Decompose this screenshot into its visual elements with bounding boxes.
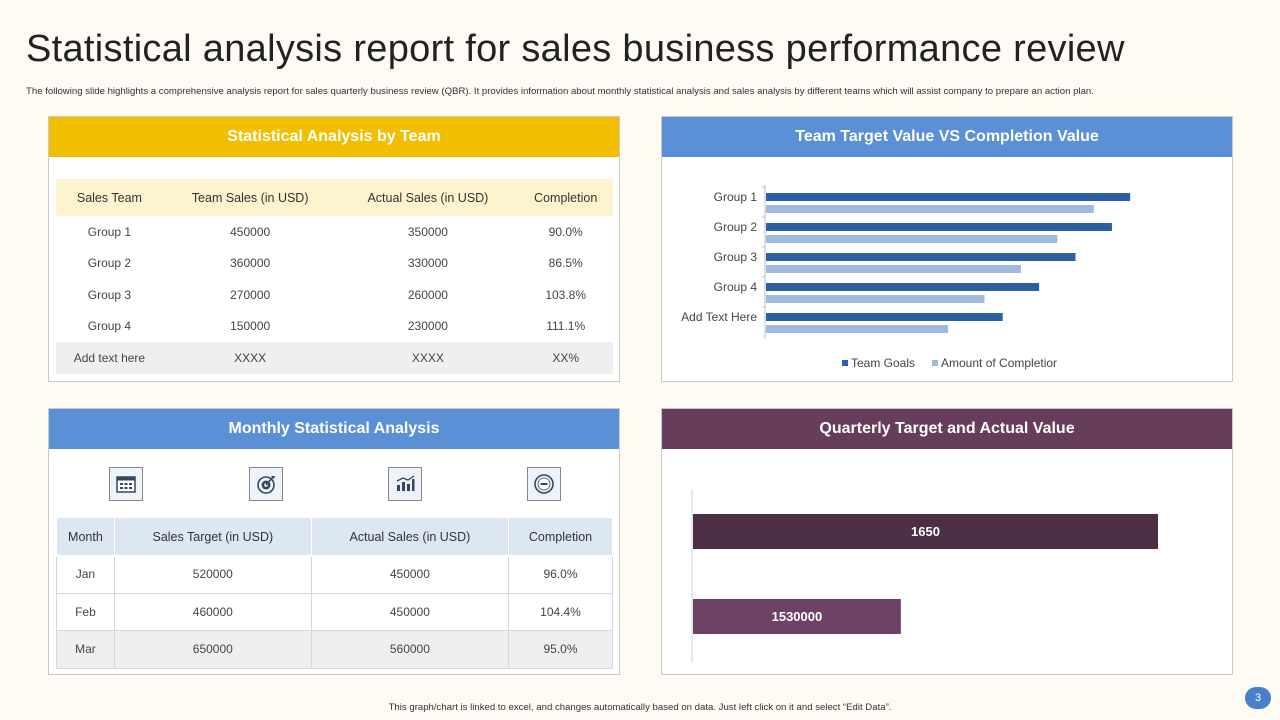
bar-team-goals bbox=[766, 283, 1040, 291]
table-row: Add text here XXXX XXXX XX% bbox=[56, 342, 613, 374]
badge-icon bbox=[527, 467, 561, 501]
table-cell: Mar bbox=[56, 630, 115, 669]
table-cell: 270000 bbox=[230, 287, 271, 302]
team-target-chart[interactable]: Group 1 Group 2 Group 3 Group 4 Add Text Her… bbox=[662, 157, 1232, 381]
table-row: Mar 650000 560000 95.0% bbox=[56, 630, 613, 669]
table-row: Feb 460000 450000 104.4% bbox=[56, 592, 613, 631]
table-cell: 560000 bbox=[310, 630, 510, 669]
quarterly-chart-header: Quarterly Target and Actual Value bbox=[662, 409, 1232, 449]
category-label: Add Text Here bbox=[681, 310, 757, 324]
table-cell: Add text here bbox=[73, 350, 146, 365]
table-cell: 96.0% bbox=[508, 555, 613, 594]
page-subtitle: The following slide highlights a compreh… bbox=[26, 86, 1094, 97]
column-header: Actual Sales (in USD) bbox=[310, 517, 510, 556]
column-header: Month bbox=[56, 517, 115, 556]
table-row: Group 3 270000 260000 103.8% bbox=[56, 279, 613, 311]
table-cell: 360000 bbox=[230, 256, 271, 271]
team-target-chart-header: Team Target Value VS Completion Value bbox=[662, 117, 1232, 157]
monthly-analysis-header: Monthly Statistical Analysis bbox=[49, 409, 619, 449]
table-cell: 260000 bbox=[407, 287, 448, 302]
table-cell: 650000 bbox=[113, 630, 312, 669]
table-cell: 450000 bbox=[310, 592, 510, 631]
table-row: Group 1 450000 350000 90.0% bbox=[56, 216, 613, 248]
bar-completion bbox=[766, 265, 1021, 273]
quarterly-chart-panel: Quarterly Target and Actual Value 1650 15… bbox=[661, 408, 1233, 675]
bar-team-goals bbox=[766, 193, 1131, 201]
bar-completion bbox=[766, 295, 985, 303]
data-label: 1530000 bbox=[772, 609, 823, 624]
table-cell: 450000 bbox=[230, 224, 271, 239]
monthly-analysis-panel: Monthly Statistical Analysis bbox=[48, 408, 620, 675]
bar-completion bbox=[766, 235, 1058, 243]
table-cell: Group 4 bbox=[87, 319, 132, 334]
table-cell: 150000 bbox=[230, 319, 271, 334]
category-label: Group 1 bbox=[714, 190, 758, 204]
data-label: 1650 bbox=[911, 524, 940, 539]
column-header: Completion bbox=[534, 190, 598, 205]
target-icon bbox=[249, 467, 283, 501]
calendar-icon bbox=[109, 467, 143, 501]
bar-team-goals bbox=[766, 313, 1003, 321]
column-header: Completion bbox=[508, 517, 613, 556]
table-cell: 111.1% bbox=[546, 319, 586, 334]
bar-team-goals bbox=[766, 253, 1076, 261]
table-cell: 103.8% bbox=[545, 287, 587, 302]
footnote: This graph/chart is linked to excel, and… bbox=[388, 702, 892, 713]
team-analysis-header: Statistical Analysis by Team bbox=[49, 117, 619, 157]
bar-chart-icon bbox=[388, 467, 422, 501]
table-cell: Group 3 bbox=[87, 287, 132, 302]
table-cell: 104.4% bbox=[508, 592, 613, 631]
legend-swatch bbox=[932, 360, 938, 366]
bar-team-goals bbox=[766, 223, 1112, 231]
table-cell: 95.0% bbox=[508, 630, 613, 669]
bar-target bbox=[693, 514, 1158, 549]
table-row: Group 2 360000 330000 86.5% bbox=[56, 248, 613, 280]
bar-completion bbox=[766, 205, 1094, 213]
column-header: Actual Sales (in USD) bbox=[367, 190, 489, 205]
team-target-chart-panel: Team Target Value VS Completion Value Gr… bbox=[661, 116, 1233, 382]
table-cell: XXXX bbox=[234, 350, 267, 365]
legend-label: Amount of Completior bbox=[941, 356, 1057, 370]
team-analysis-table: Sales Team Team Sales (in USD) Actual Sa… bbox=[56, 179, 613, 374]
table-cell: Jan bbox=[56, 555, 115, 594]
monthly-analysis-table: Month Sales Target (in USD) Actual Sales… bbox=[56, 517, 613, 669]
table-cell: Group 1 bbox=[87, 224, 132, 239]
category-label: Group 2 bbox=[714, 220, 758, 234]
table-cell: 460000 bbox=[113, 592, 312, 631]
table-cell: XXXX bbox=[411, 350, 444, 365]
table-cell: 330000 bbox=[407, 256, 448, 271]
icon-row bbox=[56, 467, 613, 501]
page-title: Statistical analysis report for sales bu… bbox=[26, 28, 1125, 70]
column-header: Sales Target (in USD) bbox=[113, 517, 312, 556]
table-cell: 450000 bbox=[310, 555, 510, 594]
table-header-row: Sales Team Team Sales (in USD) Actual Sa… bbox=[56, 179, 613, 216]
category-label: Group 4 bbox=[714, 280, 758, 294]
table-cell: 86.5% bbox=[548, 256, 583, 271]
table-row: Group 4 150000 230000 111.1% bbox=[56, 311, 613, 343]
table-cell: Feb bbox=[56, 592, 115, 631]
team-analysis-panel: Statistical Analysis by Team Sales Team … bbox=[48, 116, 620, 382]
column-header: Team Sales (in USD) bbox=[191, 190, 309, 205]
table-cell: 90.0% bbox=[548, 224, 583, 239]
table-cell: XX% bbox=[552, 350, 580, 365]
column-header: Sales Team bbox=[76, 190, 142, 205]
bar-actual bbox=[693, 599, 901, 634]
page-number: 3 bbox=[1245, 687, 1271, 709]
table-cell: 520000 bbox=[113, 555, 312, 594]
quarterly-chart[interactable]: 1650 1530000 bbox=[662, 449, 1232, 674]
bar-completion bbox=[766, 325, 949, 333]
legend-swatch bbox=[842, 360, 848, 366]
table-cell: 350000 bbox=[407, 224, 448, 239]
table-cell: 230000 bbox=[407, 319, 448, 334]
category-label: Group 3 bbox=[714, 250, 758, 264]
table-cell: Group 2 bbox=[87, 256, 132, 271]
table-header-row: Month Sales Target (in USD) Actual Sales… bbox=[56, 517, 613, 556]
table-row: Jan 520000 450000 96.0% bbox=[56, 555, 613, 594]
legend-label: Team Goals bbox=[851, 356, 915, 370]
